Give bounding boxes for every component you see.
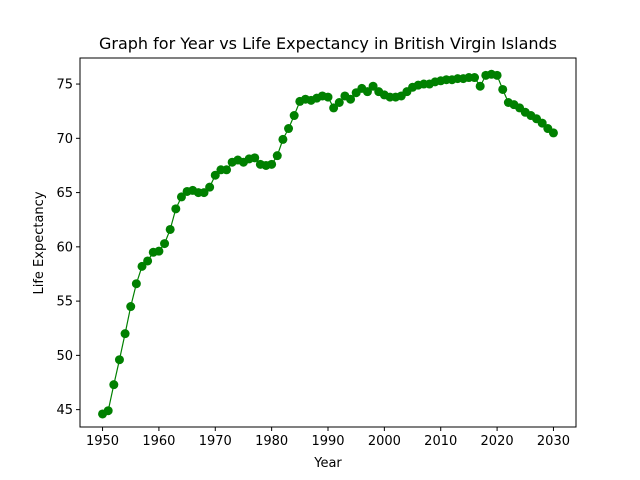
data-point — [176, 192, 186, 202]
x-axis-label: Year — [313, 456, 342, 471]
data-point — [329, 103, 339, 113]
data-point — [154, 246, 164, 256]
data-point — [165, 224, 175, 234]
y-tick-label: 70 — [56, 132, 73, 147]
data-point — [537, 118, 547, 128]
plot-area: 1950 1960 1970 1980 1990 2000 2010 2020 2030 45 5… — [56, 57, 577, 449]
data-point — [250, 153, 260, 163]
y-tick-label: 50 — [56, 349, 73, 364]
y-tick-label: 55 — [56, 295, 73, 310]
data-point — [126, 302, 136, 312]
x-tick-label: 2000 — [368, 434, 401, 449]
data-point — [284, 124, 294, 134]
data-point — [346, 94, 356, 104]
x-axis-ticks: 1950 1960 1970 1980 1990 2000 2010 2020 2030 — [86, 427, 570, 449]
x-tick-label: 2030 — [537, 434, 570, 449]
y-tick-label: 65 — [56, 186, 73, 201]
data-point — [475, 81, 485, 91]
data-point — [205, 182, 215, 192]
y-tick-label: 60 — [56, 240, 73, 255]
chart-title: Graph for Year vs Life Expectancy in Bri… — [99, 34, 557, 53]
data-point — [368, 81, 378, 91]
data-point — [120, 329, 130, 339]
data-point — [548, 128, 558, 138]
data-point — [114, 355, 124, 365]
y-axis-ticks: 45 50 55 60 65 70 75 — [56, 78, 80, 418]
x-tick-label: 1990 — [311, 434, 344, 449]
data-point — [362, 87, 372, 97]
x-tick-label: 1960 — [142, 434, 175, 449]
data-point — [137, 261, 147, 271]
y-tick-label: 75 — [56, 78, 73, 93]
data-point — [210, 170, 220, 180]
data-point — [267, 159, 277, 169]
data-point — [323, 92, 333, 102]
data-point — [109, 380, 119, 390]
data-point — [278, 134, 288, 144]
x-tick-label: 1980 — [255, 434, 288, 449]
data-point — [171, 204, 181, 214]
data-point — [272, 151, 282, 161]
data-point — [103, 406, 113, 416]
series-layer — [98, 69, 558, 419]
data-point — [160, 239, 170, 249]
data-point — [289, 111, 299, 121]
data-point — [131, 279, 141, 289]
x-tick-label: 1970 — [199, 434, 232, 449]
data-point — [143, 256, 153, 266]
data-point — [470, 73, 480, 83]
data-point — [498, 84, 508, 94]
y-axis-label: Life Expectancy — [32, 191, 47, 294]
y-tick-label: 45 — [56, 403, 73, 418]
data-point — [199, 188, 209, 198]
x-tick-label: 2020 — [481, 434, 514, 449]
data-point — [492, 70, 502, 80]
x-tick-label: 2010 — [424, 434, 457, 449]
data-point — [334, 97, 344, 107]
data-point — [222, 165, 232, 175]
x-tick-label: 1950 — [86, 434, 119, 449]
